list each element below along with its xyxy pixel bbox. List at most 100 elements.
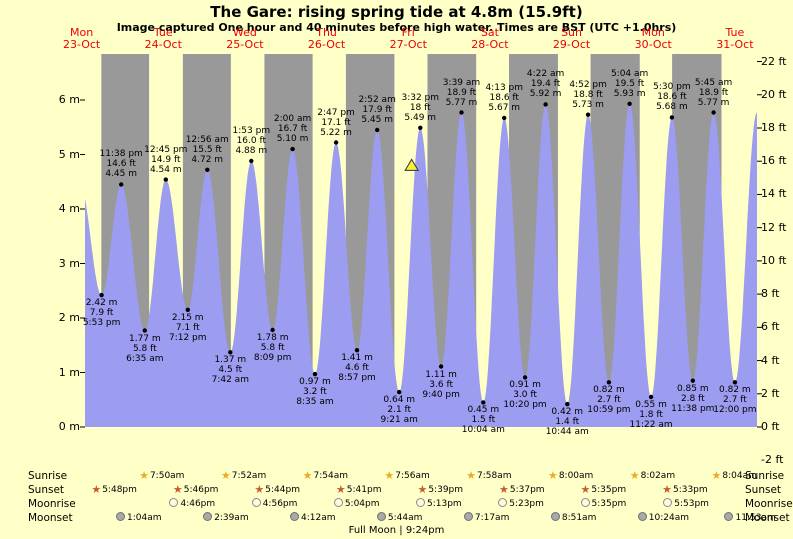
moonset-moon-icon [290, 512, 300, 521]
moonrise-time: 5:04pm [344, 499, 380, 509]
tide-area [85, 103, 757, 428]
y-axis-label-ft: 12 ft [761, 220, 787, 234]
sunset-entry: ★5:33pm [662, 484, 708, 496]
sunrise-time: 8:04am [722, 471, 757, 481]
sunrise-time: 7:58am [477, 471, 512, 481]
y-axis-label-ft: 14 ft [761, 187, 787, 201]
moonset-moon-icon [550, 512, 560, 521]
full-moon-label: Full Moon | 9:24pm [348, 525, 445, 536]
sunrise-entry: ★8:00am [548, 470, 593, 482]
tide-point-dot [669, 115, 675, 120]
sunset-time: 5:48pm [102, 485, 137, 495]
moonset-entry: 7:17am [463, 512, 510, 524]
sunset-entry: ★5:35pm [581, 484, 627, 496]
moonset-entry: 2:39am [203, 512, 249, 524]
sunrise-star-icon: ★ [547, 469, 558, 482]
tide-point-dot [290, 146, 295, 152]
page-title: The Gare: rising spring tide at 4.8m (15… [210, 3, 583, 21]
sunset-entry: ★5:41pm [336, 484, 382, 496]
moonrise-moon-icon [333, 498, 343, 507]
moonset-moon-icon [116, 512, 126, 521]
sunset-star-icon: ★ [335, 483, 346, 496]
sunset-time: 5:35pm [591, 485, 627, 495]
sunrise-star-icon: ★ [466, 469, 477, 482]
moonrise-entry: 5:23pm [498, 498, 544, 510]
moonrise-moon-icon [251, 498, 261, 507]
sunset-entry: ★5:48pm [91, 484, 137, 496]
day-label: Sat 28-Oct [471, 26, 509, 51]
day-label: Mon 30-Oct [634, 26, 672, 51]
moonset-moon-icon [203, 512, 213, 521]
moonset-row-label: Moonset [745, 512, 790, 524]
moonset-entry: 4:12am [290, 512, 336, 524]
sunset-entry: ★5:39pm [417, 484, 463, 496]
sunset-entry: ★5:37pm [499, 484, 545, 496]
tide-point-dot [205, 167, 210, 172]
y-axis-label-m: 3 m [58, 256, 80, 270]
sunrise-star-icon: ★ [384, 469, 395, 482]
tide-point-dot [312, 371, 318, 377]
sunset-time: 5:39pm [428, 485, 464, 495]
tide-point-dot [375, 127, 380, 133]
tide-point-dot [99, 292, 104, 298]
y-axis-label-m: 4 m [58, 202, 80, 215]
sunset-time: 5:37pm [509, 485, 545, 495]
y-axis-label-ft: 16 ft [761, 154, 787, 168]
sunset-row-label: Sunset [28, 484, 65, 496]
day-label: Wed 25-Oct [226, 26, 264, 51]
sunset-row-label: Sunset [745, 484, 782, 496]
tide-point-dot [270, 327, 275, 333]
tide-point-dot [606, 380, 612, 385]
tide-point-dot [732, 380, 738, 385]
moonset-time: 7:17am [474, 513, 510, 523]
tide-curve-svg [80, 54, 762, 428]
tide-point-dot [543, 102, 548, 107]
sunset-entry: ★5:44pm [254, 484, 300, 496]
sunrise-entry: ★8:02am [630, 470, 675, 482]
moonrise-moon-icon [169, 498, 179, 507]
sunset-time: 5:46pm [183, 485, 219, 495]
moonrise-entry: 5:13pm [415, 498, 462, 510]
y-axis-label-ft: 4 ft [761, 353, 780, 367]
tide-point-dot [397, 389, 402, 395]
moonset-entry: 10:24am [637, 512, 689, 524]
y-axis-label-ft: -2 ft [761, 453, 784, 467]
sunrise-star-icon: ★ [139, 469, 149, 482]
current-tide-marker-icon [404, 158, 420, 171]
moonrise-entry: 4:46pm [169, 498, 215, 510]
sunrise-time: 7:50am [149, 471, 185, 481]
sunrise-time: 7:54am [313, 471, 349, 481]
sunrise-row-label: Sunrise [28, 470, 68, 482]
y-axis-label-ft: 20 ft [761, 87, 787, 101]
day-label: Thu 26-Oct [307, 26, 346, 51]
tide-point-dot [228, 350, 233, 355]
y-axis-label-ft: 0 ft [761, 420, 780, 433]
y-axis-label-m: 5 m [58, 147, 80, 161]
tide-point-dot [565, 401, 570, 407]
sunset-entry: ★5:46pm [173, 484, 219, 496]
y-axis-label-ft: 18 ft [761, 120, 787, 134]
tide-point-dot [522, 375, 528, 380]
sunset-star-icon: ★ [417, 483, 428, 496]
moonset-entry: 5:44am [376, 512, 422, 524]
moonset-row-label: Moonset [28, 512, 73, 524]
moonrise-moon-icon [415, 498, 425, 507]
moonset-time: 4:12am [301, 513, 336, 523]
tide-point-dot [354, 348, 360, 353]
sunrise-star-icon: ★ [629, 469, 640, 482]
day-label: Fri 27-Oct [389, 26, 427, 51]
sunrise-entry: ★7:56am [384, 470, 429, 482]
tide-point-dot [690, 378, 695, 383]
sunrise-entry: ★7:58am [466, 470, 511, 482]
sunrise-entry: ★7:50am [139, 470, 184, 482]
tide-point-dot [648, 394, 654, 400]
moonset-entry: 1:04am [116, 512, 162, 524]
moonset-moon-icon [724, 512, 734, 521]
moonrise-moon-icon [498, 498, 508, 507]
moonset-time: 11:53am [735, 513, 776, 523]
sunset-star-icon: ★ [499, 483, 509, 496]
moonrise-time: 4:46pm [180, 499, 216, 509]
tide-point-dot [119, 182, 124, 187]
sunrise-star-icon: ★ [302, 469, 313, 482]
